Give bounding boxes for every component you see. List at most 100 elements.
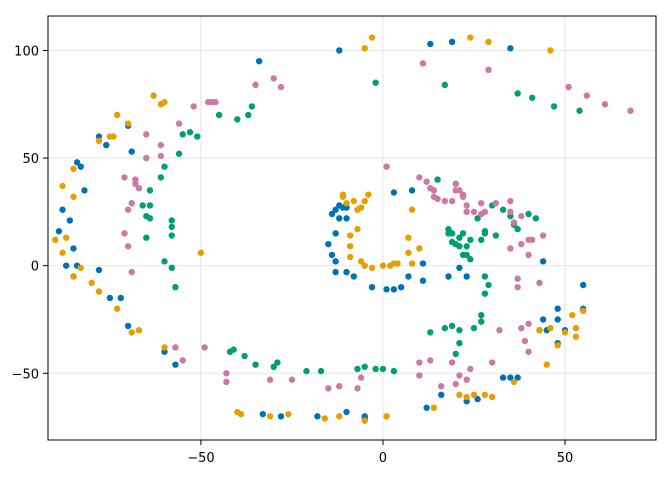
scatter-point (539, 258, 547, 265)
scatter-point (456, 234, 463, 241)
x-tick-label: 50 (557, 451, 574, 466)
data-points (52, 34, 634, 424)
scatter-point (77, 163, 84, 170)
scatter-point (474, 215, 481, 222)
scatter-point (474, 395, 481, 403)
scatter-point (357, 374, 365, 381)
scatter-point (485, 281, 492, 289)
scatter-point (128, 148, 135, 155)
scatter-point (372, 79, 379, 86)
scatter-point (343, 215, 350, 222)
scatter-point (241, 352, 248, 360)
scatter-point (445, 273, 452, 280)
scatter-point (416, 245, 423, 252)
scatter-point (481, 273, 489, 280)
series-2 (52, 34, 587, 424)
scatter-point (423, 404, 430, 411)
axis-ticks: −50 0 50 −50 0 50 100 (12, 44, 574, 466)
scatter-point (223, 378, 230, 386)
scatter-point (536, 279, 543, 287)
scatter-point (66, 217, 74, 224)
scatter-point (405, 234, 412, 241)
scatter-point (70, 193, 77, 200)
scatter-point (514, 275, 521, 282)
scatter-point (488, 393, 496, 401)
scatter-point (121, 174, 128, 181)
scatter-point (383, 286, 390, 293)
scatter-point (288, 376, 296, 383)
scatter-point (346, 253, 354, 261)
scatter-point (507, 45, 514, 52)
scatter-point (124, 120, 132, 127)
scatter-point (223, 370, 230, 377)
scatter-point (554, 316, 561, 323)
scatter-point (390, 286, 398, 293)
scatter-point (459, 230, 467, 237)
scatter-point (427, 40, 434, 48)
scatter-point (161, 258, 168, 265)
scatter-point (255, 57, 263, 65)
scatter-point (274, 359, 281, 366)
scatter-point (143, 131, 150, 138)
scatter-point (266, 376, 274, 383)
scatter-point (357, 258, 365, 265)
scatter-point (161, 344, 168, 351)
scatter-point (488, 359, 496, 366)
scatter-point (135, 184, 143, 192)
scatter-point (441, 197, 449, 205)
scatter-point (456, 264, 463, 272)
plot-frame (47, 15, 657, 441)
scatter-point (139, 202, 146, 209)
scatter-point (383, 163, 390, 170)
scatter-point (456, 187, 463, 194)
scatter-point (481, 290, 489, 297)
scatter-point (478, 318, 485, 325)
scatter-point (583, 92, 591, 99)
scatter-point (430, 187, 438, 194)
scatter-point (416, 174, 423, 181)
scatter-point (372, 365, 379, 373)
y-tick-label: 0 (31, 260, 39, 275)
scatter-point (507, 197, 514, 205)
series-4 (121, 60, 634, 392)
scatter-point (368, 34, 376, 41)
scatter-point (161, 98, 168, 106)
scatter-point (448, 197, 456, 205)
scatter-point (175, 120, 183, 127)
scatter-point (303, 367, 310, 375)
scatter-point (536, 327, 543, 334)
scatter-point (59, 249, 66, 256)
scatter-point (525, 251, 532, 259)
scatter-point (368, 264, 376, 272)
y-tick-label: 50 (22, 152, 39, 167)
scatter-point (601, 101, 609, 108)
scatter-point (350, 273, 358, 280)
scatter-point (332, 230, 339, 237)
scatter-point (317, 367, 325, 375)
scatter-point (514, 374, 521, 381)
scatter-point (346, 243, 354, 250)
scatter-point (525, 320, 532, 327)
scatter-point (157, 152, 165, 160)
scatter-point (507, 245, 514, 252)
scatter-point (157, 141, 165, 149)
scatter-point (463, 208, 470, 216)
scatter-point (252, 361, 259, 368)
series-3 (139, 79, 583, 375)
scatter-point (470, 208, 478, 216)
scatter-point (485, 66, 492, 74)
scatter-point (124, 322, 132, 330)
scatter-point (456, 372, 463, 379)
y-tick-label: 100 (14, 44, 39, 59)
scatter-point (427, 357, 434, 364)
scatter-point (157, 174, 165, 181)
scatter-point (128, 329, 135, 336)
scatter-point (368, 283, 376, 291)
scatter-point (481, 208, 489, 216)
scatter-point (332, 258, 339, 265)
series-1 (55, 38, 587, 422)
scatter-point (379, 365, 387, 373)
scatter-point (532, 215, 540, 222)
scatter-point (234, 116, 241, 123)
scatter-point (408, 187, 416, 194)
